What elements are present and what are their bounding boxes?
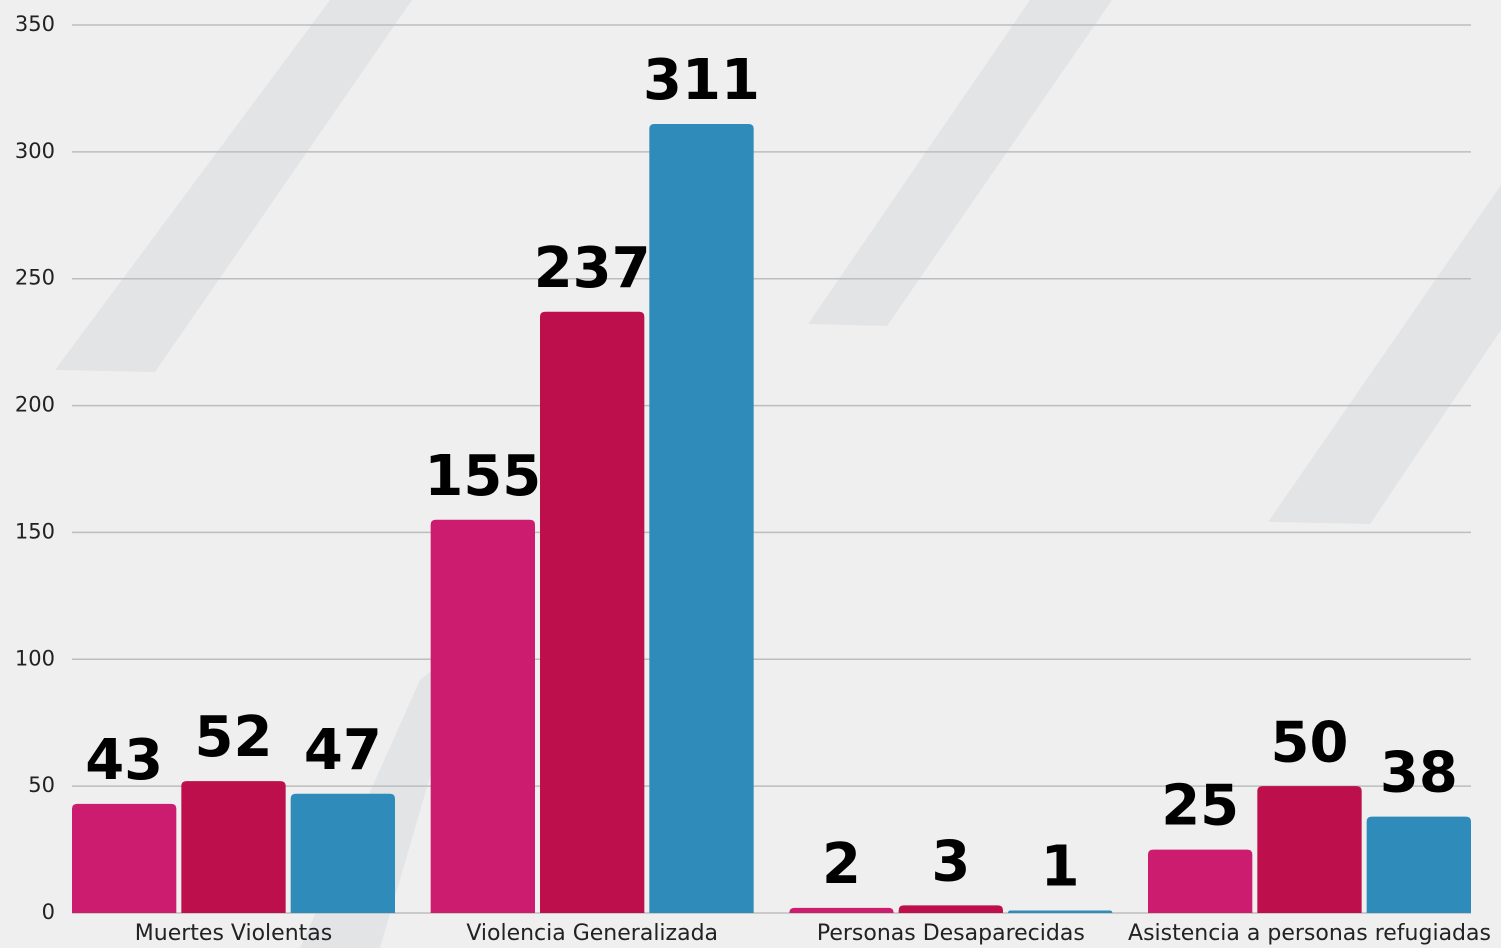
bar: [181, 781, 286, 913]
value-label: 47: [304, 718, 382, 783]
y-tick-label: 50: [28, 773, 55, 797]
bar: [789, 907, 894, 913]
x-tick-label: Asistencia a personas refugiadas: [1128, 921, 1491, 946]
value-label: 237: [534, 236, 651, 301]
value-label: 52: [195, 705, 273, 770]
bar: [1008, 910, 1113, 913]
y-tick-label: 350: [15, 12, 55, 36]
value-label: 25: [1161, 774, 1239, 839]
bar: [72, 803, 177, 913]
y-tick-label: 150: [15, 519, 55, 543]
x-tick-label: Violencia Generalizada: [466, 921, 718, 946]
bar: [540, 311, 645, 913]
bar: [430, 519, 535, 913]
value-label: 50: [1271, 710, 1349, 775]
bar: [1366, 816, 1471, 913]
bar: [1148, 849, 1253, 913]
bar: [898, 905, 1003, 913]
y-tick-label: 300: [15, 139, 55, 163]
value-label: 3: [931, 830, 970, 895]
value-label: 38: [1380, 741, 1458, 806]
value-label: 1: [1041, 835, 1080, 900]
bar: [290, 793, 395, 913]
x-tick-label: Muertes Violentas: [135, 921, 332, 946]
value-label: 2: [822, 832, 861, 897]
bar: [649, 123, 754, 914]
x-tick-label: Personas Desaparecidas: [817, 921, 1085, 946]
y-tick-label: 250: [15, 266, 55, 290]
y-tick-label: 0: [42, 900, 55, 924]
value-label: 311: [643, 48, 760, 113]
value-label: 43: [85, 728, 163, 793]
y-tick-label: 200: [15, 393, 55, 417]
y-tick-label: 100: [15, 646, 55, 670]
value-label: 155: [424, 444, 541, 509]
bar: [1257, 786, 1362, 913]
